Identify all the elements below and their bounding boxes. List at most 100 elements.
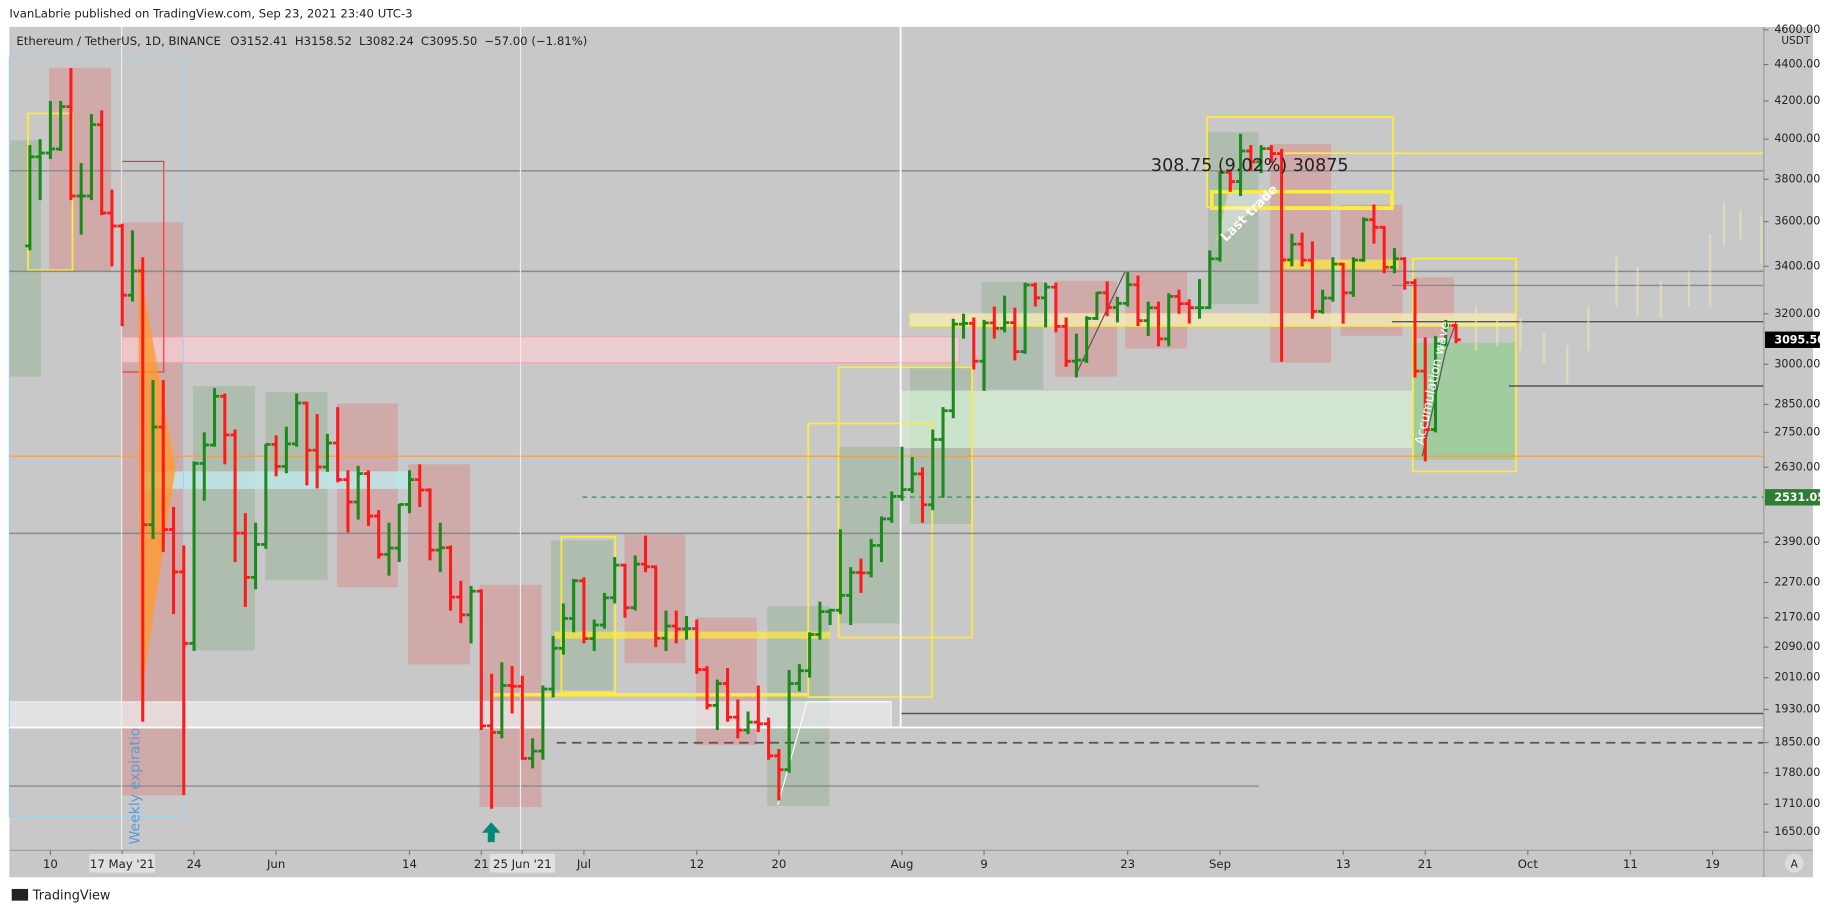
ohlc-bar xyxy=(1133,275,1143,327)
auto-label[interactable]: A xyxy=(1791,858,1799,870)
y-tick-label: 1930.00 xyxy=(1774,702,1820,715)
ohlc-bar xyxy=(1451,324,1461,344)
ohlc-bar xyxy=(1143,301,1153,337)
measure-label: 308.75 (9.02%) 30875 xyxy=(1151,156,1349,176)
ohlc-bar xyxy=(35,139,45,201)
ohlc-bar xyxy=(1153,301,1164,347)
triangle xyxy=(138,257,176,702)
y-tick-label: 1780.00 xyxy=(1774,766,1820,779)
auto-button[interactable] xyxy=(1784,853,1804,873)
ohlc-bar xyxy=(815,601,825,640)
ohlc-bar xyxy=(343,470,353,533)
price-marker-label: 3095.50 xyxy=(1774,333,1825,346)
ohlc-bar xyxy=(620,563,630,618)
ohlc-bar xyxy=(1225,170,1235,192)
ohlc-bar xyxy=(630,555,640,611)
ohlc-bar xyxy=(640,535,651,573)
ohlc-bar xyxy=(958,313,969,339)
zone xyxy=(838,446,901,624)
ohlc-bar xyxy=(363,470,374,526)
x-tick-label: Oct xyxy=(1518,857,1539,871)
ohlc-bar xyxy=(1235,133,1246,196)
ohlc-bar xyxy=(507,666,517,714)
y-tick-label: 3800.00 xyxy=(1774,172,1820,185)
price-marker xyxy=(1764,489,1820,506)
ohlc-bar xyxy=(1092,291,1102,320)
yellow-band xyxy=(1209,190,1394,210)
x-tick-label: 10 xyxy=(43,857,58,871)
ohlc-bar xyxy=(312,414,322,489)
ohlc-bar xyxy=(876,516,887,563)
ohlc-bar xyxy=(1348,257,1359,297)
ohlc-low: L3082.24 xyxy=(359,33,414,47)
ohlc-bar xyxy=(66,68,76,201)
trend-line xyxy=(1421,321,1457,457)
ohlc-bar xyxy=(353,465,363,520)
ohlc-bar xyxy=(1369,204,1379,244)
zone xyxy=(981,281,1044,390)
y-tick-label: 4000.00 xyxy=(1774,132,1820,145)
ohlc-bar xyxy=(989,306,999,339)
cyan-band xyxy=(142,471,410,489)
ohlc-bar xyxy=(825,608,835,625)
y-tick-label: 3600.00 xyxy=(1774,215,1820,228)
ohlc-bar xyxy=(107,189,117,267)
ohlc-bar xyxy=(579,577,589,644)
zone xyxy=(9,140,41,377)
ohlc-bar xyxy=(1040,282,1051,328)
ohlc-bar xyxy=(55,100,66,152)
ohlc-bar xyxy=(907,456,917,494)
ohlc-open: O3152.41 xyxy=(230,33,288,47)
ohlc-bar xyxy=(1276,149,1287,362)
ohlc-bar xyxy=(250,522,261,590)
ohlc-bar xyxy=(1287,233,1297,267)
ohlc-bar xyxy=(374,510,384,559)
ohlc-bar xyxy=(1071,333,1082,378)
ohlc-bar xyxy=(1379,225,1389,274)
ohlc-bar xyxy=(168,506,179,615)
ohlc-bar xyxy=(1123,272,1133,307)
ohlc-bar xyxy=(394,503,404,563)
y-tick-label: 2750.00 xyxy=(1774,425,1820,438)
ohlc-bar xyxy=(1256,145,1266,174)
ohlc-bar xyxy=(897,446,907,501)
ohlc-bar xyxy=(291,393,302,447)
x-tick-label: 9 xyxy=(980,857,987,871)
ohlc-bar xyxy=(1081,316,1092,363)
ohlc-bar xyxy=(1205,250,1215,310)
ohlc-bar xyxy=(568,579,579,633)
ohlc-bar xyxy=(722,668,733,722)
y-tick-label: 3000.00 xyxy=(1774,357,1820,370)
price-marker xyxy=(1764,331,1820,348)
ohlc-bar xyxy=(794,664,805,692)
legend: Ethereum / TetherUS, 1D, BINANCE O3152.41… xyxy=(16,33,587,47)
ohlc-bar xyxy=(1030,282,1041,307)
ohlc-bar xyxy=(527,738,538,769)
ohlc-bar xyxy=(1297,232,1307,267)
ohlc-bar xyxy=(538,685,548,760)
ohlc-bar xyxy=(220,393,230,465)
ohlc-bar xyxy=(25,145,35,251)
x-tick-highlight xyxy=(489,853,556,873)
ohlc-bar xyxy=(230,429,240,563)
x-tick-label: Aug xyxy=(891,857,914,871)
axes: 4600.00 4400.00 4200.00 4000.00 3800.00 3600.… xyxy=(43,23,1825,873)
ohlc-bar xyxy=(384,522,394,576)
ohlc-bar xyxy=(199,432,209,501)
drawings xyxy=(8,26,1764,851)
ohlc-bar xyxy=(1184,299,1194,324)
ohlc-bar xyxy=(1051,282,1061,333)
ohlc-bar xyxy=(1338,262,1348,324)
ohlc-bar xyxy=(661,610,671,651)
y-tick-label: 2850.00 xyxy=(1774,397,1820,410)
ohlc-bar xyxy=(466,585,476,644)
ohlc-bar xyxy=(1359,217,1369,262)
y-tick-label: 2090.00 xyxy=(1774,640,1820,653)
ohlc-close: C3095.50 xyxy=(421,33,478,47)
ohlc-bar xyxy=(332,407,343,483)
ohlc-bar xyxy=(887,491,897,523)
ohlc-bar xyxy=(1112,296,1123,323)
zone xyxy=(1414,342,1516,460)
triangle xyxy=(1215,192,1277,242)
ohlc-bar xyxy=(322,433,333,472)
